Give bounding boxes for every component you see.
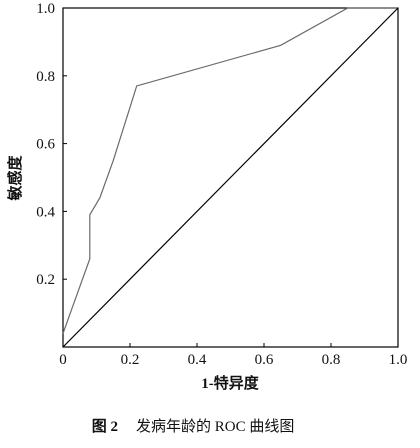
y-tick-label: 0.6	[36, 137, 55, 153]
y-tick-label: 1.0	[36, 1, 55, 17]
y-tick-label: 0.2	[36, 272, 55, 288]
plot-frame	[62, 7, 399, 348]
x-tick-label: 0.8	[322, 352, 341, 368]
y-tick-label: 0.8	[36, 69, 55, 85]
x-tick-label: 1.0	[389, 352, 408, 368]
roc-line	[62, 7, 399, 348]
x-tick-label: 0.2	[121, 352, 140, 368]
y-tick-label: 0.4	[36, 204, 55, 220]
x-tick-label: 0.6	[255, 352, 274, 368]
caption-label: 图 2	[92, 418, 118, 435]
roc-line	[62, 7, 398, 334]
y-axis-label: 敏感度	[6, 155, 24, 202]
x-tick-label: 0.4	[188, 352, 207, 368]
x-axis-label: 1-特异度	[201, 374, 259, 392]
x-tick-label: 0	[59, 352, 67, 368]
caption: 发病年龄的 ROC 曲线图	[136, 418, 294, 435]
